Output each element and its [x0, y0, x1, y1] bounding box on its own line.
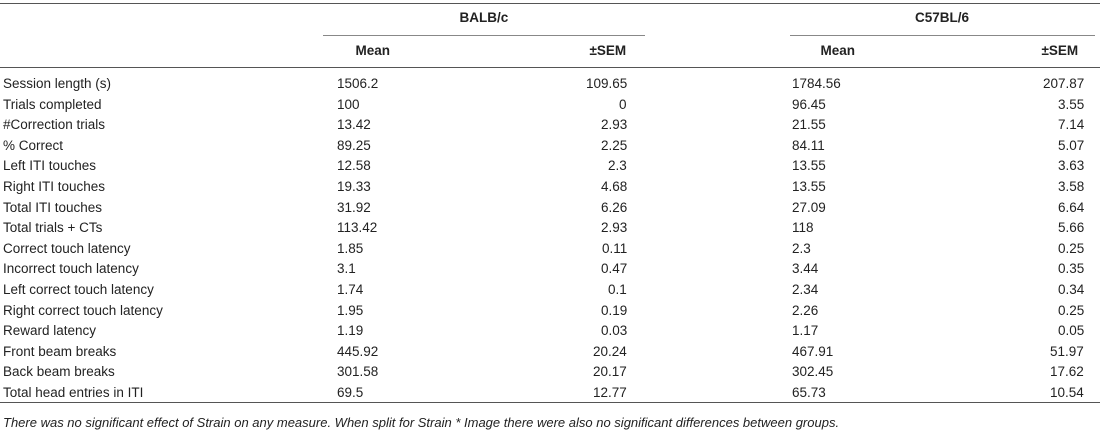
cell-value: 2.34: [792, 282, 819, 297]
row-label: Session length (s): [3, 76, 112, 91]
cell-value: 0.11: [602, 240, 628, 256]
row-label: Total head entries in ITI: [3, 385, 144, 400]
cell-value: 0.25: [1058, 302, 1085, 318]
cell-value: 6.64: [1058, 199, 1085, 215]
cell-value: 445.92: [337, 343, 379, 359]
bottom-rule: [0, 402, 1100, 403]
row-label: Left correct touch latency: [3, 282, 154, 297]
group-rule: [790, 35, 1095, 36]
cell-value: 7.14: [1058, 117, 1085, 133]
group-header: C57BL/6: [915, 10, 970, 25]
cell-value: 21.55: [792, 117, 826, 133]
cell-value: 0.25: [1058, 240, 1085, 256]
group-rule: [323, 35, 645, 36]
cell-value: 51.97: [1050, 343, 1084, 359]
cell-value: 20.24: [593, 343, 627, 359]
cell-value: 27.09: [792, 199, 826, 215]
header-rule: [0, 67, 1100, 68]
cell-value: 10.54: [1050, 385, 1084, 400]
cell-value: 0.1: [608, 282, 627, 297]
cell-value: 3.44: [792, 261, 819, 277]
cell-value: 0.47: [601, 261, 628, 277]
footnote: There was no significant effect of Strai…: [3, 415, 840, 430]
cell-value: 13.42: [337, 117, 371, 133]
cell-value: 2.3: [792, 240, 811, 256]
row-label: #Correction trials: [3, 117, 106, 133]
cell-value: 17.62: [1050, 364, 1084, 380]
column-header: ±SEM: [1041, 43, 1079, 58]
row-label: Total ITI touches: [3, 199, 103, 215]
cell-value: 3.58: [1058, 179, 1085, 194]
cell-value: 1506.2: [337, 76, 379, 91]
cell-value: 302.45: [792, 364, 834, 380]
group-header: BALB/c: [459, 10, 509, 25]
row-label: Right correct touch latency: [3, 302, 163, 318]
cell-value: 3.63: [1058, 158, 1085, 174]
cell-value: 1784.56: [792, 76, 841, 91]
cell-value: 5.07: [1058, 137, 1085, 153]
cell-value: 0.03: [601, 323, 628, 339]
cell-value: 1.85: [337, 240, 364, 256]
column-header: Mean: [355, 43, 391, 58]
cell-value: 5.66: [1058, 220, 1085, 236]
top-rule: [0, 3, 1100, 4]
cell-value: 96.45: [792, 96, 826, 112]
cell-value: 3.55: [1058, 96, 1085, 112]
cell-value: 0.34: [1058, 282, 1085, 297]
cell-value: 2.3: [608, 158, 627, 174]
cell-value: 113.42: [337, 220, 378, 236]
cell-value: 1.19: [337, 323, 364, 339]
cell-value: 3.1: [337, 261, 356, 277]
cell-value: 1.95: [337, 302, 364, 318]
cell-value: 31.92: [337, 199, 371, 215]
row-label: % Correct: [3, 137, 64, 153]
cell-value: 12.77: [593, 385, 627, 400]
row-label: Front beam breaks: [3, 343, 117, 359]
cell-value: 207.87: [1043, 76, 1085, 91]
cell-value: 69.5: [337, 385, 364, 400]
cell-value: 0.35: [1058, 261, 1085, 277]
cell-value: 301.58: [337, 364, 379, 380]
cell-value: 2.93: [601, 220, 628, 236]
cell-value: 12.58: [337, 158, 371, 174]
cell-value: 84.11: [792, 137, 825, 153]
cell-value: 20.17: [593, 364, 627, 380]
cell-value: 118: [792, 220, 814, 236]
cell-value: 13.55: [792, 158, 826, 174]
cell-value: 2.25: [601, 137, 628, 153]
cell-value: 0.05: [1058, 323, 1085, 339]
cell-value: 0.19: [601, 302, 628, 318]
cell-value: 2.93: [601, 117, 628, 133]
cell-value: 109.65: [586, 76, 628, 91]
row-label: Total trials + CTs: [3, 220, 103, 236]
cell-value: 19.33: [337, 179, 371, 194]
row-label: Back beam breaks: [3, 364, 115, 380]
column-header: ±SEM: [589, 43, 627, 58]
cell-value: 1.17: [792, 323, 819, 339]
cell-value: 467.91: [792, 343, 834, 359]
row-label: Trials completed: [3, 96, 102, 112]
cell-value: 100: [337, 96, 360, 112]
column-header: Mean: [820, 43, 856, 58]
row-label: Right ITI touches: [3, 179, 106, 194]
row-label: Reward latency: [3, 323, 97, 339]
cell-value: 65.73: [792, 385, 826, 400]
cell-value: 2.26: [792, 302, 819, 318]
cell-value: 6.26: [601, 199, 628, 215]
row-label: Incorrect touch latency: [3, 261, 139, 277]
row-label: Left ITI touches: [3, 158, 97, 174]
cell-value: 89.25: [337, 137, 371, 153]
row-label: Correct touch latency: [3, 240, 131, 256]
cell-value: 13.55: [792, 179, 826, 194]
cell-value: 1.74: [337, 282, 364, 297]
cell-value: 4.68: [601, 179, 628, 194]
cell-value: 0: [619, 96, 627, 112]
